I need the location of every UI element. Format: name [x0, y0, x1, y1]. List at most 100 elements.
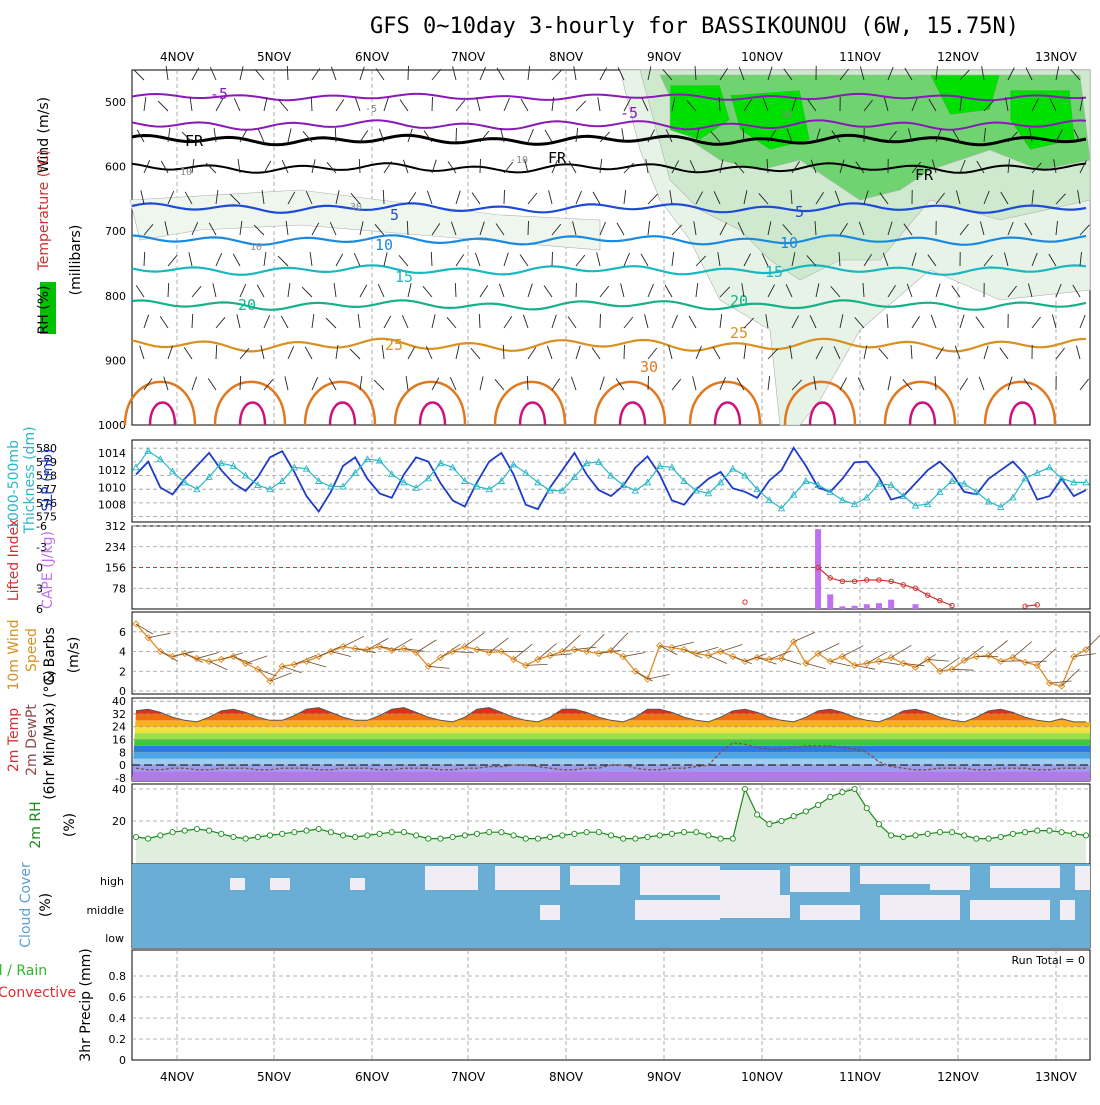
wind-barb — [406, 376, 408, 390]
isotherm — [132, 300, 1086, 310]
contour-label: 5 — [390, 206, 399, 224]
rh-point — [937, 830, 942, 835]
isotherm-35 — [240, 403, 265, 426]
wind-barb — [264, 252, 266, 266]
wind-barb — [311, 97, 312, 111]
wind-barb-10m — [587, 634, 605, 651]
cloud-level-label: low — [105, 932, 124, 945]
rh-point — [206, 828, 211, 833]
rh-line — [136, 789, 1086, 839]
wind-barb-10m — [830, 661, 850, 666]
wind-barb — [233, 254, 240, 266]
wind-barb-10m — [855, 665, 876, 669]
wind-barb-10m — [197, 653, 219, 659]
side-label: 1000-500mb — [6, 440, 22, 530]
wind-barb — [552, 70, 562, 80]
wind-barb — [935, 376, 936, 390]
wind-barb — [547, 346, 552, 359]
temp-band — [132, 708, 1090, 714]
rh-point — [669, 831, 674, 836]
rh-point — [462, 833, 467, 838]
isotherm-35 — [620, 403, 645, 426]
wind-barb — [648, 284, 654, 297]
slp-line — [136, 448, 1086, 512]
pressure-tick: 600 — [105, 161, 126, 174]
contour-label: 10 — [780, 234, 798, 252]
precip-panel-frame — [132, 950, 1090, 1060]
contour-label: 20 — [238, 296, 256, 314]
wind-barb-10m — [428, 666, 449, 668]
cape-bar — [852, 606, 858, 609]
wind-barb-10m — [1025, 661, 1047, 662]
rh-point — [426, 836, 431, 841]
wind-barb — [912, 316, 920, 328]
cloud-gap — [1060, 900, 1075, 920]
rh-point — [292, 830, 297, 835]
cloud-gap — [495, 866, 560, 890]
wind-barb — [744, 318, 754, 328]
rh-point — [706, 833, 711, 838]
wind-barb — [672, 225, 682, 235]
wind-barb — [144, 97, 146, 111]
rh-point — [560, 833, 565, 838]
wind-tick: 4 — [119, 646, 126, 659]
rh-point — [353, 834, 358, 839]
rh-point — [438, 836, 443, 841]
rh-point — [840, 790, 845, 795]
slp-tick: 1010 — [98, 481, 126, 494]
wind-barb — [911, 345, 912, 359]
rh-point — [681, 830, 686, 835]
side-label: 10m Wind — [6, 619, 22, 690]
wind-barb — [480, 159, 481, 173]
contour-label: 15 — [395, 268, 413, 286]
slp-thickness-panel: 58057957857757657510141012101010081000-5… — [6, 426, 1090, 534]
wind-barb — [408, 66, 409, 80]
wind-barb — [665, 285, 672, 297]
side-label: Total / Rain — [0, 963, 47, 979]
contour-label: FR — [185, 132, 204, 150]
rh-point — [657, 833, 662, 838]
cloud-gap — [720, 895, 790, 918]
isotherm-35 — [1010, 403, 1035, 426]
wind-barb — [624, 345, 625, 359]
wind-barb — [432, 378, 439, 390]
wind-barb-10m — [623, 653, 645, 657]
side-label: Lifted Index — [6, 519, 22, 601]
wind-barb — [384, 252, 387, 266]
temp-band — [132, 714, 1090, 720]
wind-barb — [336, 254, 343, 266]
wind-barb — [281, 316, 288, 328]
cape-tick: 312 — [105, 520, 126, 533]
rh-point — [487, 830, 492, 835]
wind-barb — [358, 314, 360, 328]
wind-barb-10m — [489, 638, 508, 653]
date-label-top: 7NOV — [451, 50, 486, 64]
wind-tick: 2 — [119, 665, 126, 678]
wind-barb — [279, 100, 288, 111]
pressure-tick: 1000 — [98, 419, 126, 432]
wind-barb — [960, 315, 964, 328]
wind-barb — [472, 193, 480, 205]
cape-bar — [839, 606, 845, 609]
wind-barb — [144, 252, 145, 266]
wind-barb — [258, 129, 264, 142]
wind-barb — [888, 376, 891, 390]
isotherm — [132, 339, 1086, 352]
temp-tick: 24 — [112, 721, 126, 734]
rh-point — [584, 830, 589, 835]
wind-barb — [192, 286, 201, 297]
rh-point — [608, 833, 613, 838]
wind-barb — [408, 347, 415, 359]
rh-point — [779, 818, 784, 823]
side-label: Convective — [0, 985, 76, 1001]
temp-band — [132, 698, 1090, 708]
wind-tick: 6 — [119, 626, 126, 639]
wind-barb — [432, 69, 441, 80]
wind-barb-10m — [416, 640, 436, 653]
side-label: (millibars) — [68, 225, 84, 296]
cloud-gap — [880, 895, 960, 920]
wind-barb — [192, 314, 193, 328]
